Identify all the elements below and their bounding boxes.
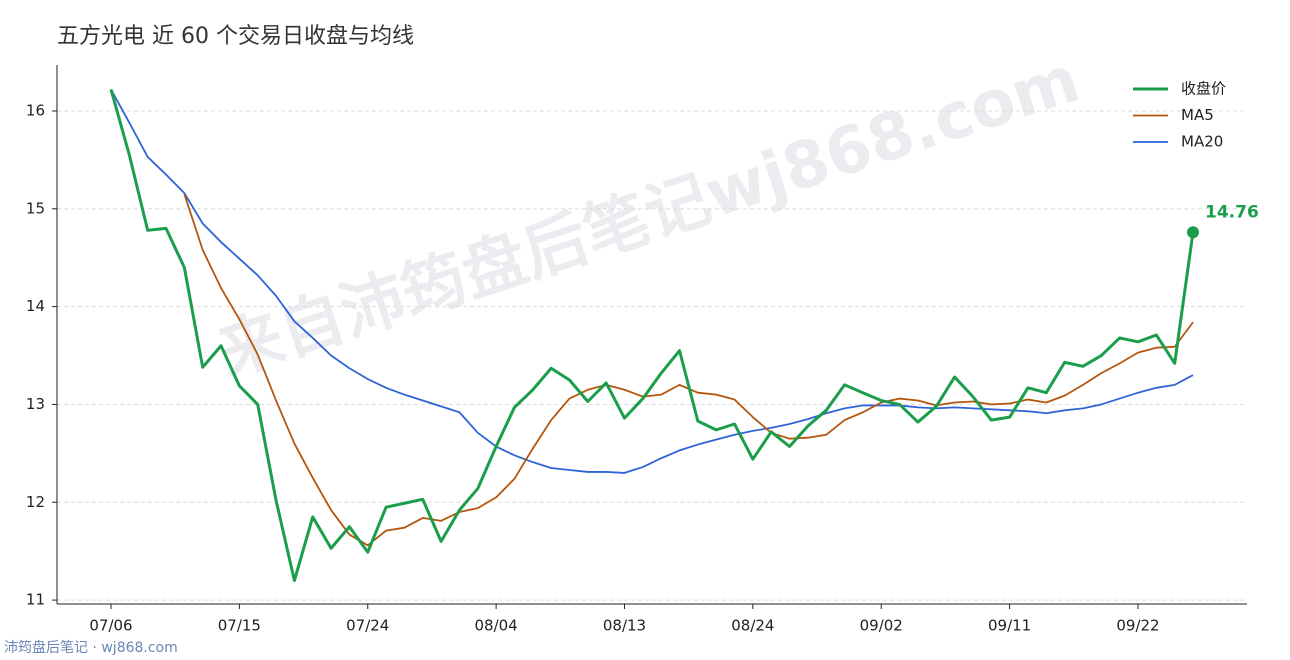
legend-label: MA5 — [1181, 106, 1214, 124]
x-tick-label: 08/13 — [603, 617, 646, 635]
watermark: 来自沛筠盘后笔记wj868.com — [210, 43, 1088, 391]
x-tick-label: 09/02 — [860, 617, 903, 635]
chart-title: 五方光电 近 60 个交易日收盘与均线 — [57, 24, 414, 49]
x-tick-label: 08/04 — [475, 617, 518, 635]
series-line — [109, 89, 1195, 583]
x-tick-label: 08/24 — [731, 617, 774, 635]
x-tick-label: 09/22 — [1116, 617, 1159, 635]
x-tick-label: 07/06 — [89, 617, 132, 635]
annotation: 14.76 — [1205, 202, 1259, 222]
last-point — [1187, 226, 1199, 239]
legend-label: 收盘价 — [1181, 80, 1226, 98]
x-tick-label: 07/24 — [346, 617, 389, 635]
footer: 沛筠盘后笔记 · wj868.com — [4, 639, 178, 656]
x-tick-label: 09/11 — [988, 617, 1031, 635]
series-line — [183, 193, 1194, 547]
series-line — [110, 89, 1194, 474]
y-tick-label: 13 — [26, 395, 45, 413]
x-tick-label: 07/15 — [218, 617, 261, 635]
y-tick-label: 15 — [26, 199, 45, 217]
y-tick-label: 14 — [26, 297, 45, 315]
y-tick-label: 11 — [26, 591, 45, 609]
y-tick-label: 16 — [26, 101, 45, 119]
legend-label: MA20 — [1181, 133, 1223, 151]
y-tick-label: 12 — [26, 493, 45, 511]
